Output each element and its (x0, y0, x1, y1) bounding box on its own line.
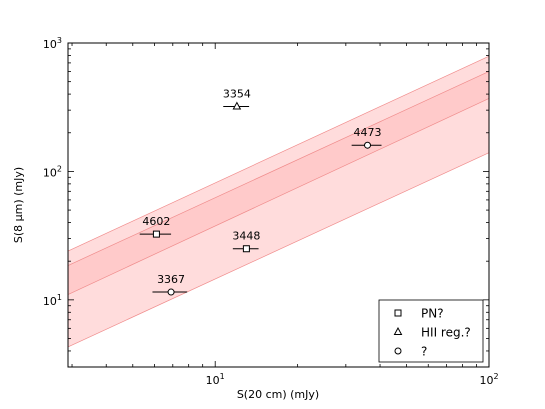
legend-label: PN? (421, 307, 444, 321)
circle-marker (364, 141, 372, 149)
square-marker (152, 230, 160, 238)
x-tick-label-10: 101 (206, 372, 225, 387)
legend-label: ? (421, 345, 427, 359)
band-1-upper-edge (67, 71, 490, 266)
bands-layer (67, 55, 490, 348)
ticks-layer: 101 102 101 102 103 (43, 36, 499, 387)
legend: PN? HII reg.?? (378, 299, 484, 363)
band-1-lower-edge (67, 98, 490, 295)
square-marker (242, 245, 250, 253)
triangle-marker (232, 101, 242, 110)
x-axis-title: S(20 cm) (mJy) (237, 388, 319, 401)
band-0-lower-edge (67, 152, 490, 348)
data-point-3367: 3367 (152, 273, 188, 296)
legend-triangle-marker (393, 326, 403, 335)
legend-circle-marker (394, 347, 402, 355)
data-point-3448: 3448 (232, 230, 260, 253)
data-point-4602: 4602 (139, 215, 172, 238)
legend-label: HII reg.? (421, 326, 471, 340)
y-tick-label-10: 101 (43, 293, 62, 308)
points-layer: 4602 3448 3354 4473 3367 (139, 88, 382, 296)
point-label: 3367 (157, 273, 185, 286)
y-tick-label-100: 102 (43, 164, 62, 179)
point-label: 3448 (232, 230, 260, 243)
band-1 (68, 71, 489, 295)
band-0-upper-edge (67, 55, 490, 252)
point-label: 3354 (223, 88, 251, 101)
y-tick-label-1000: 103 (43, 36, 62, 51)
circle-marker (167, 288, 175, 296)
plot-frame (67, 42, 490, 368)
data-point-3354: 3354 (223, 88, 251, 110)
point-label: 4473 (354, 126, 382, 139)
legend-square-marker (394, 309, 402, 317)
point-label: 4602 (142, 215, 170, 228)
data-point-4473: 4473 (351, 126, 382, 149)
x-tick-label-100: 102 (479, 372, 498, 387)
y-axis-title: S(8 µm) (mJy) (12, 167, 25, 243)
